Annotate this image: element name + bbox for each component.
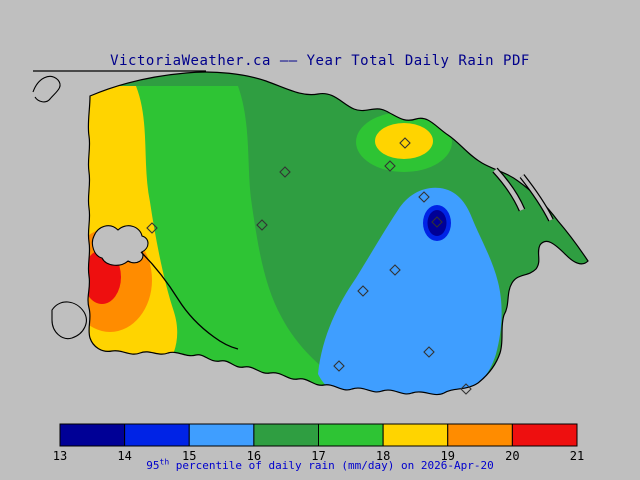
caption-text: percentile of daily rain (mm/day) on 202…: [169, 459, 494, 472]
station-marker: [460, 383, 472, 395]
colorbar-tick-21: 21: [570, 449, 584, 463]
station-marker: [256, 219, 268, 231]
colorbar-segment-13-14: [59, 423, 126, 447]
colorbar-ticks: 13 14 15 16 17 18 19 20 21: [53, 449, 584, 463]
caption-ordinal: th: [159, 457, 170, 467]
colorbar-tick-17: 17: [311, 449, 325, 463]
station-marker: [399, 137, 411, 149]
colorbar-caption: 95th percentile of daily rain (mm/day) o…: [0, 457, 640, 472]
station-marker: [389, 264, 401, 276]
colorbar-segment-19-20: [447, 423, 513, 447]
island-outline-top-left: [32, 75, 61, 103]
station-marker: [279, 166, 291, 178]
island-channel2: [520, 174, 553, 221]
contour-15-16-southeast: [318, 187, 502, 395]
page-title: VictoriaWeather.ca –– Year Total Daily R…: [110, 53, 530, 69]
station-marker: [423, 346, 435, 358]
colorbar-segments: [59, 423, 578, 447]
contour-13-14-spot-core: [427, 210, 447, 236]
colorbar-tick-13: 13: [53, 449, 67, 463]
colorbar-segment-20-21: [511, 423, 578, 447]
colorbar-tick-15: 15: [182, 449, 196, 463]
caption-value: 95: [146, 459, 160, 472]
colorbar-segment-15-16: [188, 423, 255, 447]
station-marker: [357, 285, 369, 297]
colorbar-tick-14: 14: [117, 449, 131, 463]
contour-18-19-north-patch: [375, 123, 433, 159]
station-marker: [146, 222, 158, 234]
colorbar-segment-14-15: [124, 423, 190, 447]
colorbar-segment-17-18: [318, 423, 384, 447]
colorbar-tick-16: 16: [247, 449, 261, 463]
station-markers: [146, 137, 472, 395]
station-marker: [431, 216, 443, 228]
colorbar-tick-20: 20: [505, 449, 519, 463]
inlet-channel: [140, 251, 239, 350]
station-marker: [333, 360, 345, 372]
colorbar-segment-16-17: [253, 423, 320, 447]
colorbar-segment-18-19: [382, 423, 449, 447]
inlet-basin: [91, 225, 149, 266]
colorbar-tick-19: 19: [441, 449, 455, 463]
island-channel: [493, 168, 525, 211]
island-outline-bottom-left: [51, 301, 87, 340]
station-marker: [384, 160, 396, 172]
station-marker: [418, 191, 430, 203]
colorbar-tick-18: 18: [376, 449, 390, 463]
coastline: [87, 71, 589, 396]
colorbar: 13 14 15 16 17 18 19 20 21: [53, 423, 584, 463]
